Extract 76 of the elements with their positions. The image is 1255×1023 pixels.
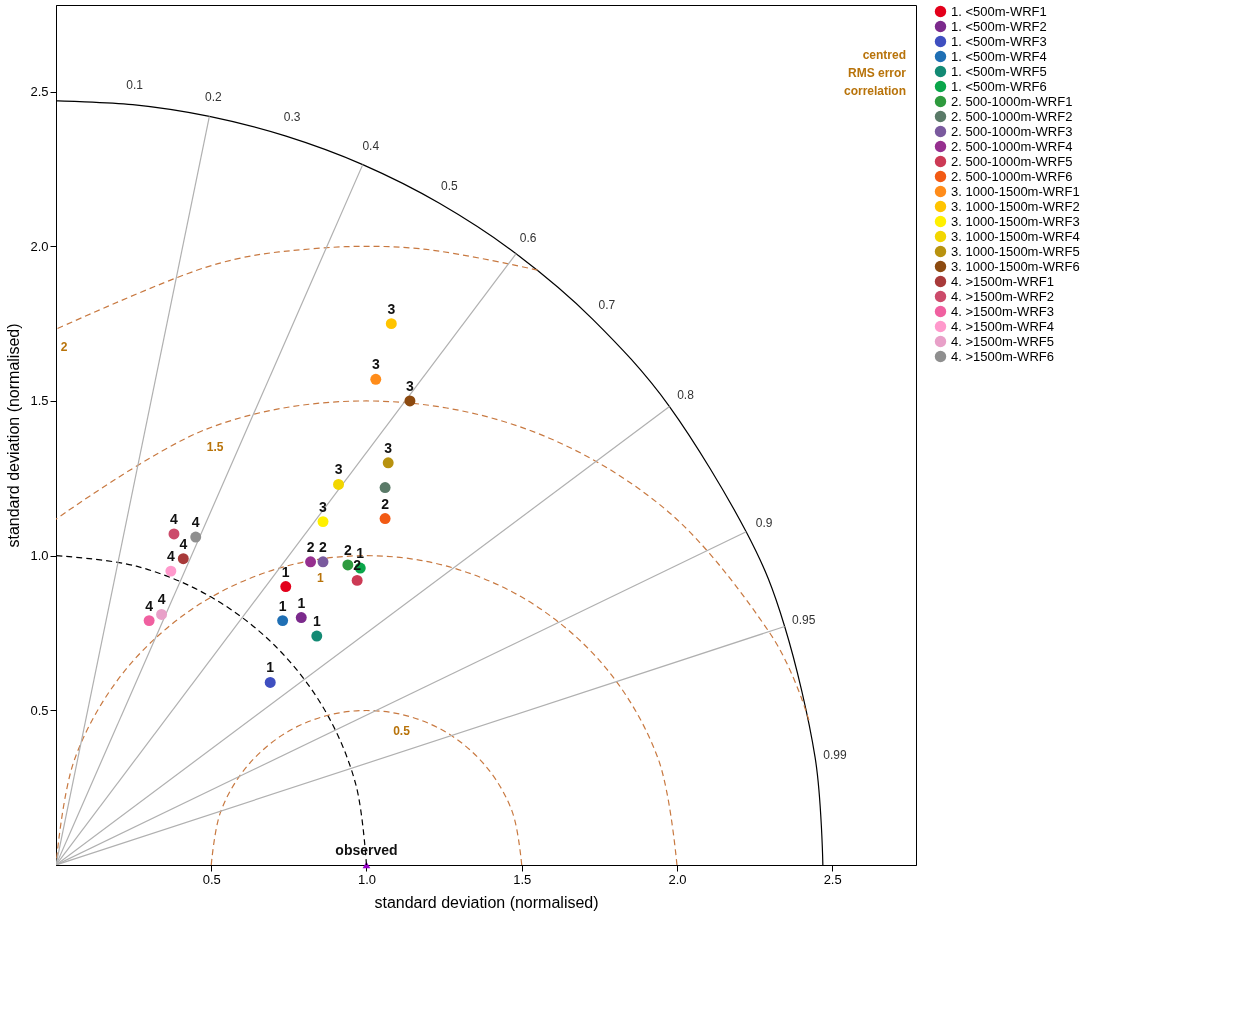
annotation: 0.9 [755,516,773,531]
legend-label: 4. >1500m-WRF3 [951,303,1054,319]
annotation: 3 [371,356,380,373]
annotation: 2 [60,340,68,355]
legend-label: 3. 1000-1500m-WRF1 [951,183,1080,199]
annotation: 2 [306,538,315,555]
y-tick-label: 1.0 [30,548,49,564]
annotation: 3 [387,300,396,317]
annotation: 4 [191,514,200,531]
annotation: 4 [166,548,175,565]
legend-label: 3. 1000-1500m-WRF2 [951,198,1080,214]
annotation: 0.3 [283,110,301,125]
annotation: RMS error [847,66,907,80]
annotation: 1 [281,563,290,580]
annotation: 1 [297,594,306,611]
legend-label: 3. 1000-1500m-WRF6 [951,258,1080,274]
x-tick-label: 2.0 [668,871,687,887]
y-tick-label: 1.5 [30,393,49,409]
legend-label: 2. 500-1000m-WRF1 [951,93,1073,109]
annotation: 0.1 [126,77,144,92]
legend-label: 1. <500m-WRF4 [951,48,1047,64]
legend-label: 1. <500m-WRF1 [951,3,1047,19]
annotation: 0.6 [519,230,537,245]
legend-label: 4. >1500m-WRF1 [951,273,1054,289]
annotation: 0.8 [677,387,695,402]
y-axis-title: standard deviation (normalised) [5,323,23,548]
legend-label: 3. 1000-1500m-WRF4 [951,228,1080,244]
x-tick-label: 1.0 [357,871,377,887]
annotation: 4 [170,510,179,527]
y-tick-label: 0.5 [30,702,49,718]
legend-label: 3. 1000-1500m-WRF5 [951,243,1080,259]
annotation: 0.2 [205,89,223,104]
x-tick-label: 0.5 [202,871,221,887]
annotation: centred [862,48,906,62]
annotation: 4 [157,591,166,608]
annotation: 0.7 [598,298,616,313]
y-tick-label: 2.5 [30,84,49,100]
annotation: 1 [278,597,287,614]
x-tick-label: 1.5 [513,871,532,887]
legend-label: 2. 500-1000m-WRF3 [951,123,1073,139]
legend-label: 1. <500m-WRF2 [951,18,1047,34]
annotation: correlation [843,84,906,98]
legend-label: 2. 500-1000m-WRF6 [951,168,1073,184]
annotation: 1 [266,659,275,676]
annotation: 2 [319,538,328,555]
legend-label: 4. >1500m-WRF2 [951,288,1054,304]
legend-label: 1. <500m-WRF5 [951,63,1047,79]
legend-label: 1. <500m-WRF6 [951,78,1047,94]
annotation: 1 [317,571,325,586]
legend-label: 2. 500-1000m-WRF5 [951,153,1073,169]
legend-label: 3. 1000-1500m-WRF3 [951,213,1080,229]
annotation: 0.95 [791,613,816,628]
legend-label: 4. >1500m-WRF4 [951,318,1054,334]
y-tick-label: 2.0 [30,238,49,254]
x-axis-title: standard deviation (normalised) [374,893,599,911]
annotation: 1.5 [206,439,224,454]
annotation: 0.5 [441,178,459,193]
annotation: 1 [312,613,321,630]
annotation: observed [335,842,398,858]
annotation: 3 [319,498,328,515]
x-tick-label: 2.5 [823,871,842,887]
annotation: 2 [343,541,352,558]
legend-label: 1. <500m-WRF3 [951,33,1047,49]
annotation: 0.4 [362,139,380,154]
annotation: 3 [406,377,415,394]
annotation: 4 [145,597,154,614]
legend-label: 2. 500-1000m-WRF2 [951,108,1073,124]
legend-label: 2. 500-1000m-WRF4 [951,138,1073,154]
annotation: 3 [384,439,393,456]
legend-label: 4. >1500m-WRF5 [951,333,1054,349]
annotation: 4 [179,535,188,552]
annotation: 3 [334,461,343,478]
annotation: 0.5 [393,723,411,738]
legend-label: 4. >1500m-WRF6 [951,348,1054,364]
annotation: 2 [381,495,390,512]
annotation: 0.99 [823,747,847,762]
